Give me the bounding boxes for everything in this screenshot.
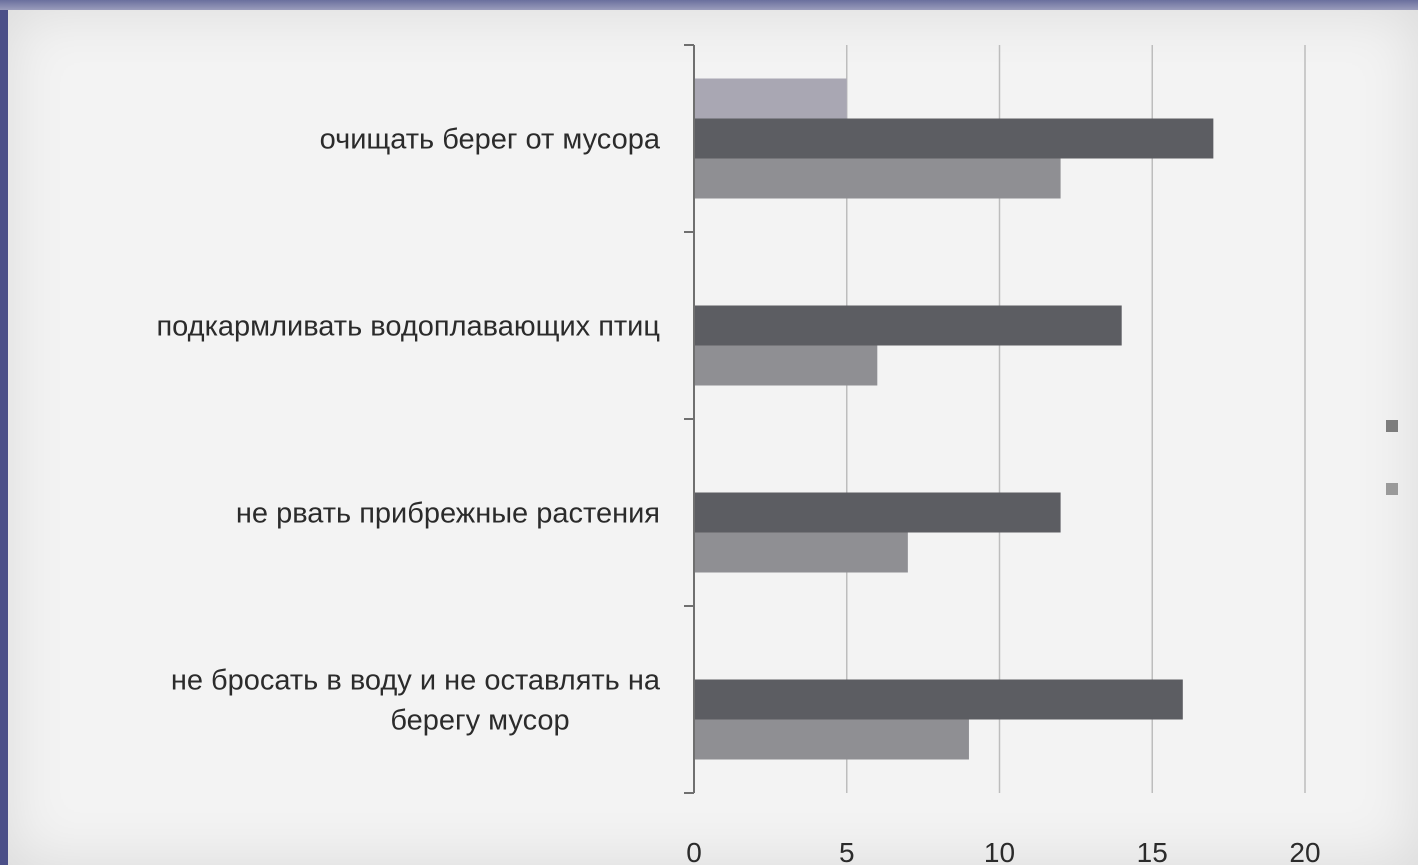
value-tick-labels: 0 5 10 15 20 (686, 837, 1320, 865)
x-tick-label: 15 (1137, 837, 1168, 865)
legend-marker-series-2 (1386, 420, 1398, 432)
legend-marker-series-3 (1386, 483, 1398, 495)
bars (694, 78, 1214, 760)
category-label: не рвать прибрежные растения (236, 498, 660, 530)
category-labels: очищать берег от мусора подкармливать вод… (156, 124, 660, 737)
category-axis (684, 44, 695, 794)
category-label: берегу мусор (390, 705, 569, 737)
bar-series-3 (694, 158, 1061, 199)
category-label: не бросать в воду и не оставлять на (171, 665, 661, 697)
x-tick-label: 10 (984, 837, 1015, 865)
legend (1386, 420, 1398, 495)
x-tick-label: 0 (686, 837, 702, 865)
x-tick-label: 20 (1289, 837, 1320, 865)
category-label: очищать берег от мусора (320, 124, 661, 156)
frame-edge-left (0, 0, 8, 865)
bar-series-3 (694, 532, 908, 573)
bar-series-2 (694, 679, 1183, 720)
bar-series-1 (694, 78, 847, 119)
bar-series-3 (694, 719, 969, 760)
category-label: подкармливать водоплавающих птиц (156, 311, 660, 343)
bar-series-3 (694, 345, 878, 386)
bar-series-2 (694, 305, 1122, 346)
bar-series-2 (694, 492, 1061, 533)
x-tick-label: 5 (839, 837, 855, 865)
bar-series-2 (694, 118, 1214, 159)
frame-edge-top (0, 0, 1418, 10)
